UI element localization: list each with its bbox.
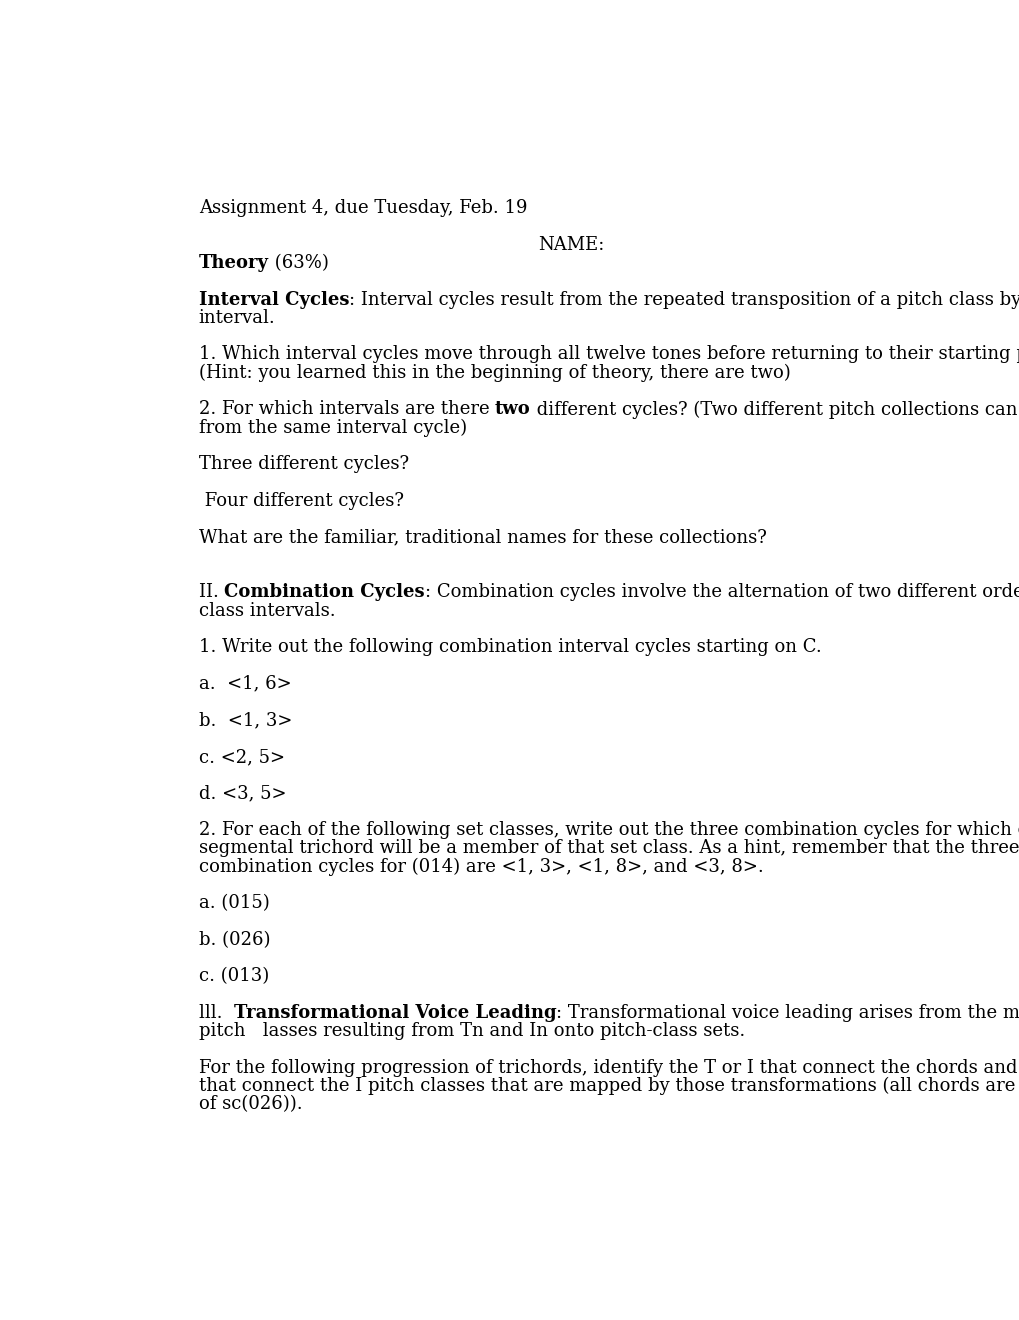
Text: two: two — [494, 400, 530, 418]
Text: 2. For each of the following set classes, write out the three combination cycles: 2. For each of the following set classes… — [199, 821, 1019, 840]
Text: NAME:: NAME: — [538, 236, 604, 253]
Text: combination cycles for (014) are <1, 3>, <1, 8>, and <3, 8>.: combination cycles for (014) are <1, 3>,… — [199, 858, 762, 876]
Text: d. <3, 5>: d. <3, 5> — [199, 784, 286, 803]
Text: different cycles? (Two different pitch collections can be formed: different cycles? (Two different pitch c… — [530, 400, 1019, 418]
Text: 2. For which intervals are there: 2. For which intervals are there — [199, 400, 494, 418]
Text: : Interval cycles result from the repeated transposition of a pitch class by a s: : Interval cycles result from the repeat… — [348, 290, 1019, 309]
Text: pitch   lasses resulting from Tn and In onto pitch-class sets.: pitch lasses resulting from Tn and In on… — [199, 1023, 744, 1040]
Text: Three different cycles?: Three different cycles? — [199, 455, 409, 473]
Text: Combination Cycles: Combination Cycles — [224, 583, 425, 601]
Text: 1. Write out the following combination interval cycles starting on C.: 1. Write out the following combination i… — [199, 638, 820, 656]
Text: b. (026): b. (026) — [199, 931, 270, 949]
Text: 1. Which interval cycles move through all twelve tones before returning to their: 1. Which interval cycles move through al… — [199, 346, 1019, 363]
Text: Theory: Theory — [199, 253, 268, 272]
Text: c. (013): c. (013) — [199, 968, 269, 986]
Text: : Transformational voice leading arises from the mappings of: : Transformational voice leading arises … — [555, 1005, 1019, 1022]
Text: lll.: lll. — [199, 1005, 233, 1022]
Text: What are the familiar, traditional names for these collections?: What are the familiar, traditional names… — [199, 528, 765, 546]
Text: For the following progression of trichords, identify the T or I that connect the: For the following progression of trichor… — [199, 1059, 1019, 1077]
Text: : Combination cycles involve the alternation of two different ordered pitch-: : Combination cycles involve the alterna… — [425, 583, 1019, 601]
Text: Assignment 4, due Tuesday, Feb. 19: Assignment 4, due Tuesday, Feb. 19 — [199, 199, 527, 216]
Text: II.: II. — [199, 583, 224, 601]
Text: (63%): (63%) — [268, 253, 328, 272]
Text: segmental trichord will be a member of that set class. As a hint, remember that : segmental trichord will be a member of t… — [199, 840, 1018, 858]
Text: class intervals.: class intervals. — [199, 602, 335, 619]
Text: from the same interval cycle): from the same interval cycle) — [199, 418, 467, 437]
Text: b.  <1, 3>: b. <1, 3> — [199, 711, 291, 730]
Text: c. <2, 5>: c. <2, 5> — [199, 748, 284, 766]
Text: Four different cycles?: Four different cycles? — [199, 492, 404, 510]
Text: that connect the I pitch classes that are mapped by those transformations (all c: that connect the I pitch classes that ar… — [199, 1077, 1019, 1096]
Text: of sc(026)).: of sc(026)). — [199, 1096, 302, 1114]
Text: a. (015): a. (015) — [199, 894, 269, 912]
Text: Interval Cycles: Interval Cycles — [199, 290, 348, 309]
Text: a.  <1, 6>: a. <1, 6> — [199, 675, 291, 693]
Text: (Hint: you learned this in the beginning of theory, there are two): (Hint: you learned this in the beginning… — [199, 364, 790, 381]
Text: Transformational Voice Leading: Transformational Voice Leading — [233, 1005, 555, 1022]
Text: interval.: interval. — [199, 309, 275, 327]
